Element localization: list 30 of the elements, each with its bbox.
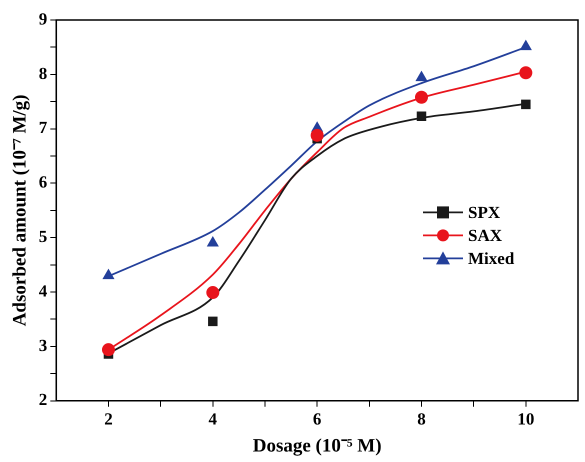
y-tick-label: 9	[38, 9, 48, 28]
point	[519, 66, 532, 80]
point	[102, 269, 114, 280]
point	[521, 100, 531, 110]
x-axis-title: Dosage (10⁻⁵ M)	[252, 436, 382, 457]
point	[102, 343, 115, 356]
y-tick-label: 2	[38, 390, 48, 410]
y-tick-label: 6	[38, 172, 48, 192]
y-tick-label: 4	[38, 281, 48, 300]
legend-label: SAX	[468, 226, 503, 245]
x-tick-label: 8	[417, 409, 426, 428]
y-tick-label: 3	[38, 336, 48, 355]
point	[520, 40, 532, 50]
y-axis-title: Adsorbed amount (10⁻⁷ M/g)	[9, 94, 30, 326]
point	[207, 236, 219, 247]
y-tick-label: 8	[38, 64, 48, 83]
point	[416, 112, 426, 122]
legend-label: Mixed	[468, 248, 515, 268]
x-tick-label: 2	[104, 409, 113, 428]
point	[310, 128, 324, 142]
point	[208, 316, 218, 326]
y-tick-label: 7	[38, 118, 48, 138]
x-tick-label: 4	[208, 409, 218, 428]
point	[414, 90, 428, 104]
y-tick-label: 5	[38, 226, 48, 246]
x-tick-label: 10	[517, 409, 534, 428]
x-tick-label: 6	[312, 409, 322, 428]
point	[416, 71, 428, 82]
legend-label: SPX	[468, 202, 501, 222]
point	[206, 286, 220, 300]
